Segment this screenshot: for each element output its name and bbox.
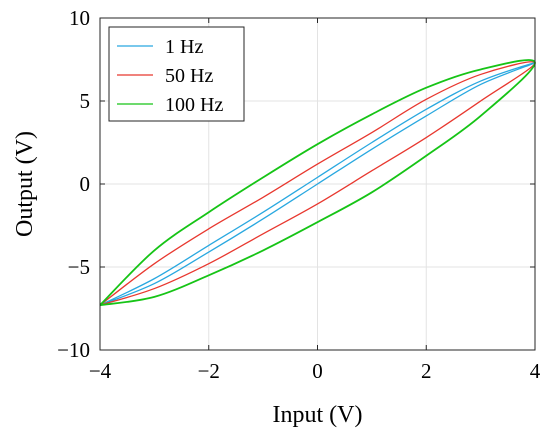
y-tick-label: −10 [57, 338, 90, 362]
x-tick-label: 4 [530, 359, 541, 383]
tick-labels: −4 −2 0 2 4 −10 −5 0 5 10 [57, 6, 541, 383]
x-tick-label: −4 [89, 359, 112, 383]
legend-box [108, 26, 245, 122]
y-axis-title: Output (V) [12, 131, 38, 237]
y-tick-label: 0 [80, 172, 91, 196]
y-tick-label: −5 [68, 255, 90, 279]
x-tick-label: 2 [421, 359, 432, 383]
x-tick-label: −2 [198, 359, 220, 383]
y-tick-label: 5 [80, 89, 91, 113]
y-tick-label: 10 [69, 6, 90, 30]
legend-label: 100 Hz [165, 94, 223, 116]
legend-label: 1 Hz [165, 36, 203, 58]
ticks [99, 17, 536, 351]
x-tick-label: 0 [312, 359, 323, 383]
x-axis-title: Input (V) [273, 402, 363, 428]
legend-label: 50 Hz [165, 65, 213, 87]
legend: 1 Hz 50 Hz 100 Hz [108, 26, 245, 122]
